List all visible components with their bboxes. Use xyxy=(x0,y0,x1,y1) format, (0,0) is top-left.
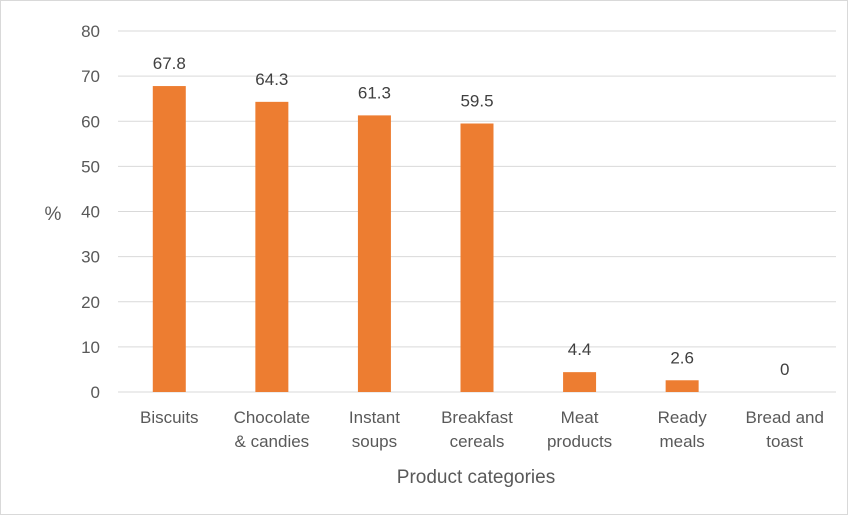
y-tick-label: 50 xyxy=(81,157,100,176)
y-tick-label: 30 xyxy=(81,248,100,267)
bar xyxy=(357,115,391,392)
y-tick-label: 70 xyxy=(81,67,100,86)
y-tick-label: 60 xyxy=(81,112,100,131)
data-labels: 67.8 64.3 61.3 59.5 4.4 2.6 0 xyxy=(153,54,790,379)
x-category-label: toast xyxy=(766,432,803,451)
bar xyxy=(563,372,597,392)
x-category-label: Meat xyxy=(561,408,599,427)
x-category-label: soups xyxy=(352,432,397,451)
y-tick-label: 40 xyxy=(81,203,100,222)
data-label: 0 xyxy=(780,360,789,379)
bar xyxy=(460,123,494,392)
x-category-label: Ready xyxy=(658,408,708,427)
data-label: 4.4 xyxy=(568,340,592,359)
y-tick-label: 80 xyxy=(81,22,100,41)
bar xyxy=(152,86,186,393)
x-category-label: & candies xyxy=(235,432,310,451)
y-axis-ticks: 0 10 20 30 40 50 60 70 80 xyxy=(81,22,100,402)
y-axis-title: % xyxy=(45,204,62,225)
y-tick-label: 10 xyxy=(81,338,100,357)
data-label: 2.6 xyxy=(670,348,694,367)
x-axis-categories: Biscuits Chocolate & candies Instant soups Br… xyxy=(140,408,824,451)
x-axis-title: Product categories xyxy=(397,467,555,488)
data-label: 59.5 xyxy=(460,92,493,111)
bar xyxy=(255,101,289,392)
x-category-label: Instant xyxy=(349,408,400,427)
x-category-label: Biscuits xyxy=(140,408,199,427)
x-category-label: Breakfast xyxy=(441,408,513,427)
x-category-label: cereals xyxy=(450,432,505,451)
x-category-label: products xyxy=(547,432,612,451)
data-label: 64.3 xyxy=(255,70,288,89)
x-category-label: Bread and xyxy=(745,408,823,427)
y-tick-label: 20 xyxy=(81,293,100,312)
x-category-label: Chocolate xyxy=(234,408,311,427)
bars xyxy=(152,86,699,393)
data-label: 61.3 xyxy=(358,83,391,102)
x-category-label: meals xyxy=(659,432,704,451)
y-tick-label: 0 xyxy=(91,383,100,402)
bar xyxy=(665,380,699,392)
data-label: 67.8 xyxy=(153,54,186,73)
